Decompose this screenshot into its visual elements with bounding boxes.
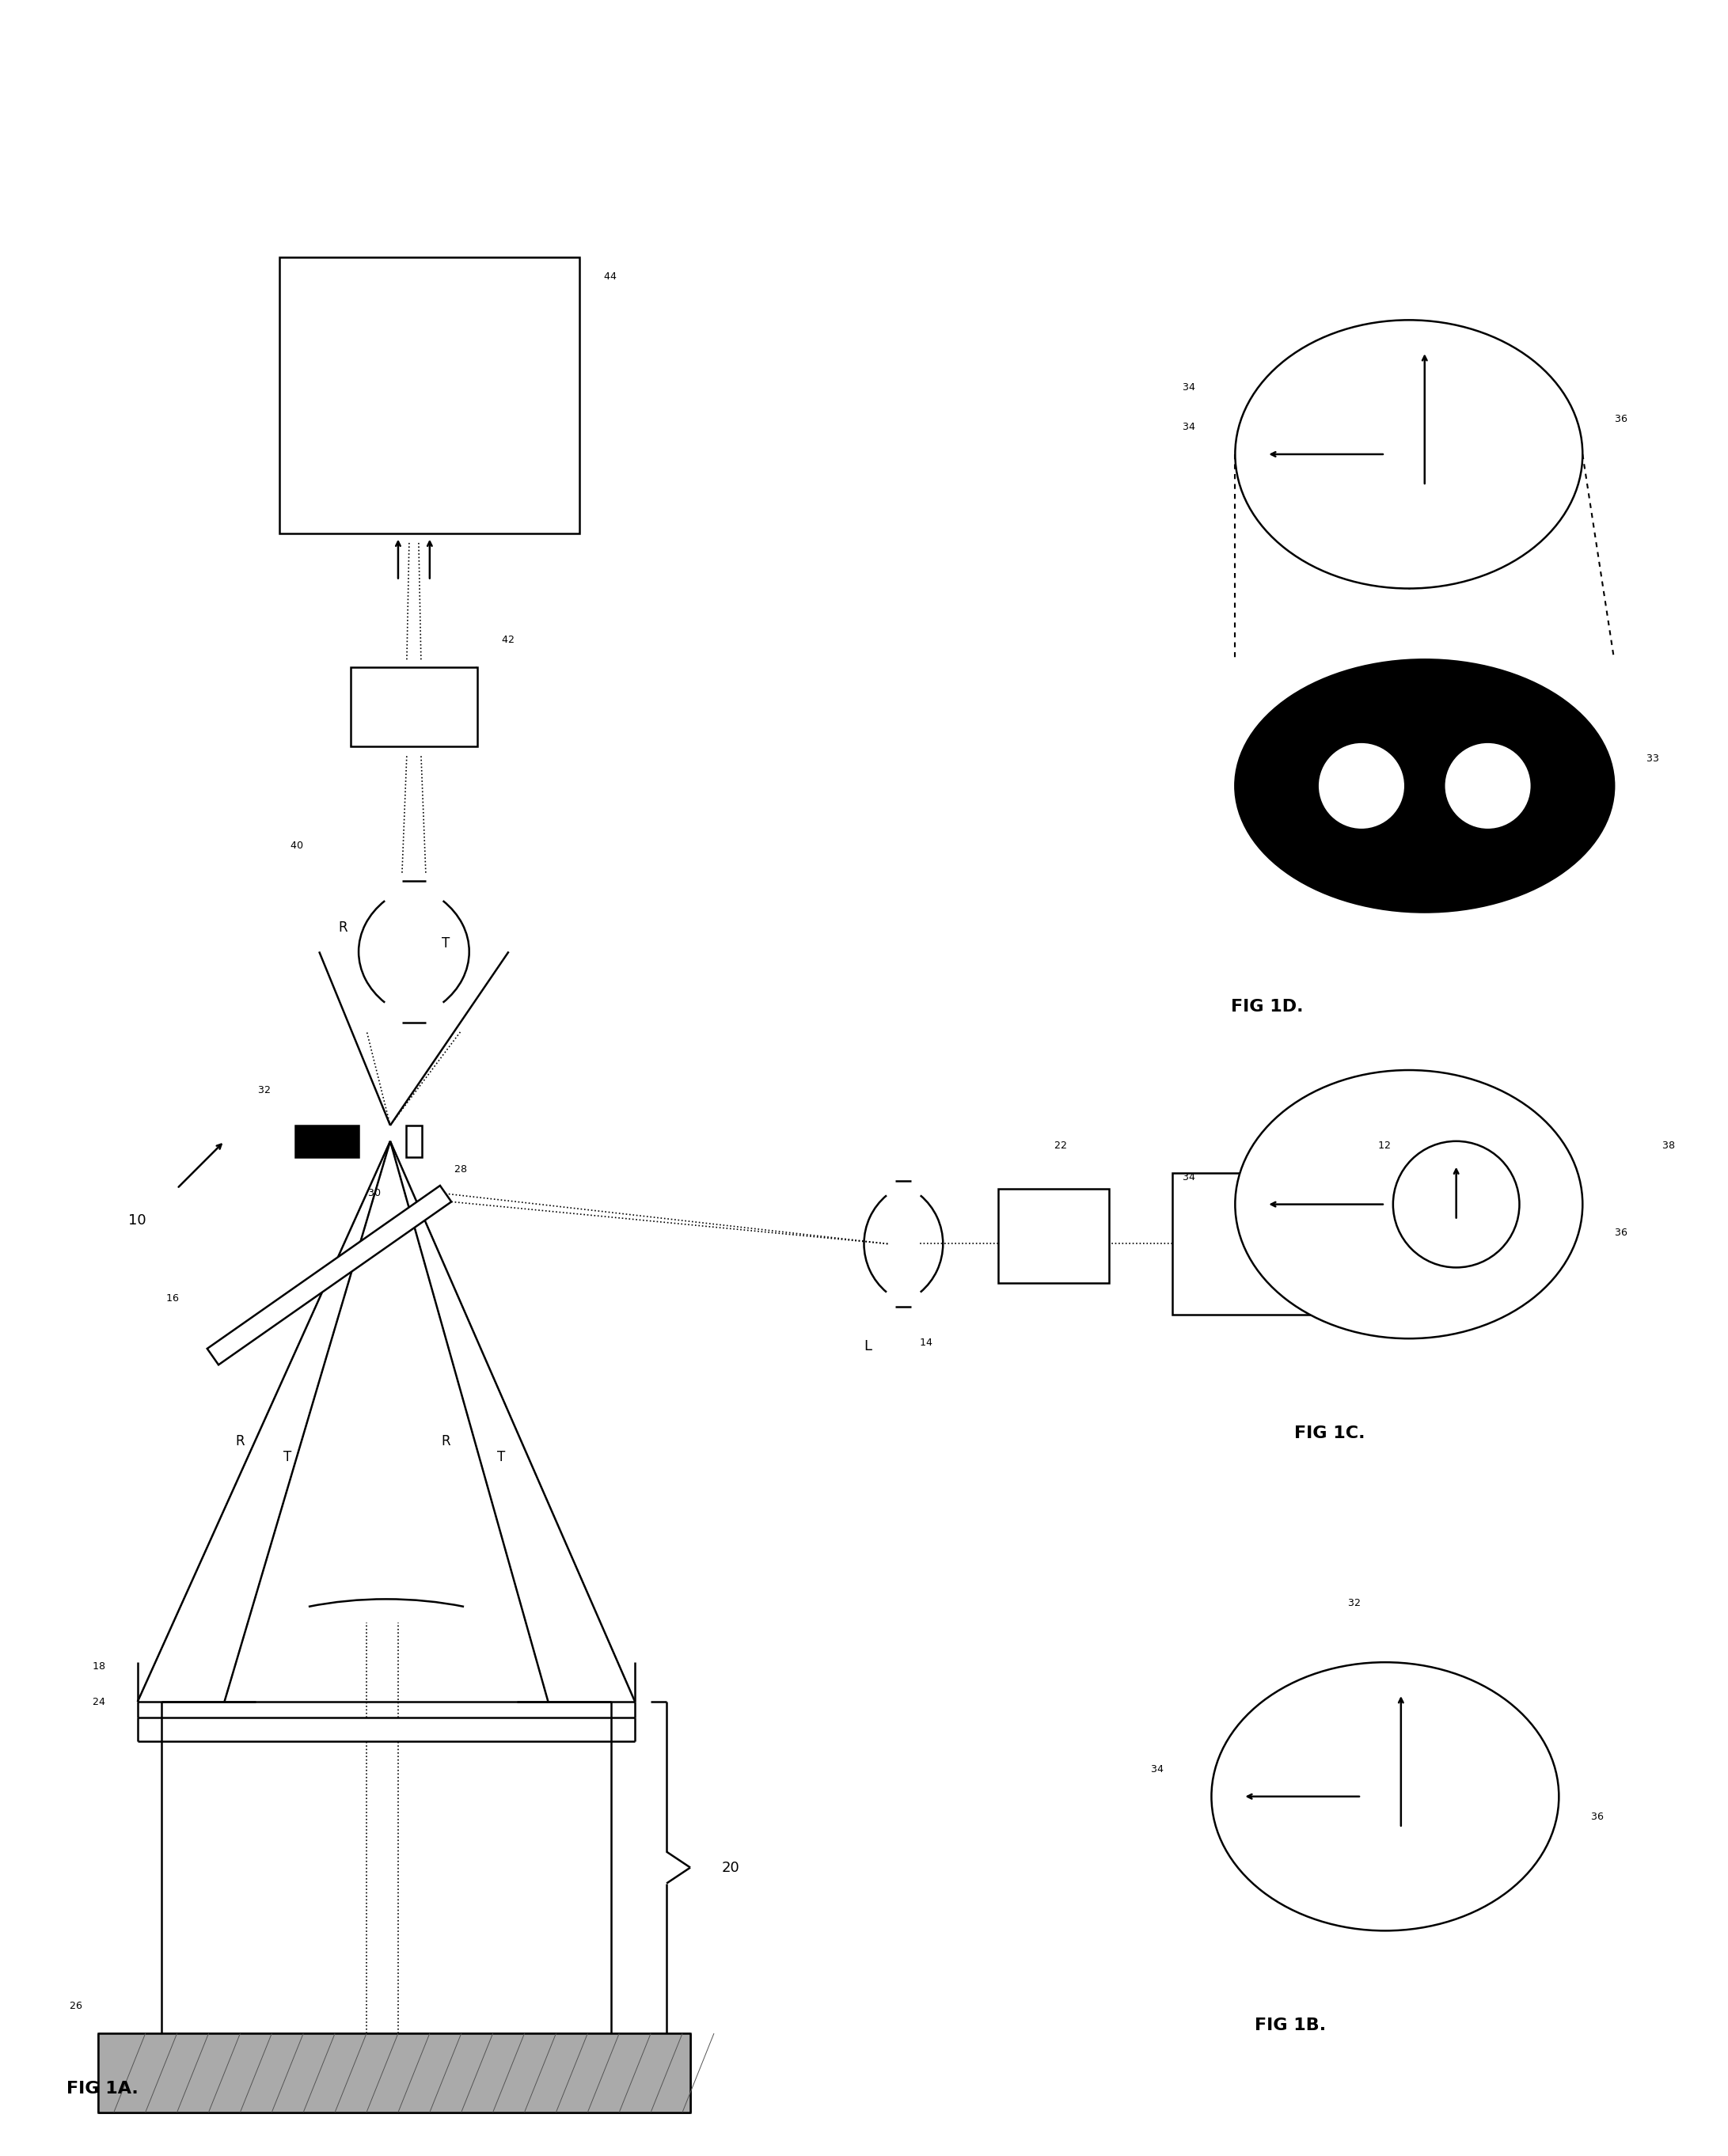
Ellipse shape (1445, 742, 1531, 830)
Polygon shape (207, 1186, 451, 1365)
Text: 20: 20 (722, 1861, 740, 1876)
Text: R: R (339, 921, 347, 936)
Text: $^{44}$: $^{44}$ (603, 274, 617, 287)
Text: $^{28}$: $^{28}$ (453, 1166, 467, 1179)
Bar (1172, 1173, 1362, 1315)
Text: FIG 1B.: FIG 1B. (1255, 2018, 1325, 2033)
Text: $^{14}$: $^{14}$ (919, 1339, 933, 1354)
Text: $^{24}$: $^{24}$ (92, 1699, 105, 1712)
Text: $^{36}$: $^{36}$ (1614, 416, 1628, 429)
Text: $^{34}$: $^{34}$ (1182, 384, 1196, 399)
Text: $^{22}$: $^{22}$ (1054, 1143, 1066, 1156)
Text: R: R (235, 1434, 245, 1449)
Text: $^{34}$: $^{34}$ (1182, 423, 1196, 438)
Text: $^{26}$: $^{26}$ (69, 2003, 83, 2016)
Text: FIG 1A.: FIG 1A. (66, 2081, 138, 2096)
Text: $^{33}$: $^{33}$ (1645, 755, 1659, 770)
Text: T: T (283, 1449, 292, 1464)
Text: $^{34}$: $^{34}$ (1151, 1766, 1165, 1781)
Text: FIG 1C.: FIG 1C. (1294, 1425, 1365, 1440)
Bar (295, 1125, 359, 1158)
Bar (280, 257, 579, 533)
Ellipse shape (1393, 1141, 1519, 1268)
Text: $^{32}$: $^{32}$ (257, 1087, 271, 1102)
Text: T: T (496, 1449, 505, 1464)
Text: $^{40}$: $^{40}$ (290, 841, 304, 856)
Ellipse shape (1318, 742, 1405, 830)
Ellipse shape (1236, 660, 1614, 912)
Text: $^{18}$: $^{18}$ (92, 1662, 105, 1677)
Text: 10: 10 (128, 1214, 147, 1227)
Text: $^{32}$: $^{32}$ (1346, 1600, 1360, 1615)
Ellipse shape (1211, 1662, 1559, 1932)
Text: $^{34}$: $^{34}$ (1182, 1173, 1196, 1188)
Text: $^{38}$: $^{38}$ (1662, 1143, 1676, 1156)
Text: $^{36}$: $^{36}$ (1590, 1813, 1604, 1828)
Text: T: T (441, 936, 449, 951)
Text: $^{36}$: $^{36}$ (1614, 1229, 1628, 1244)
Text: $^{42}$: $^{42}$ (501, 636, 515, 651)
Bar (999, 1188, 1109, 1283)
Text: $^{16}$: $^{16}$ (166, 1294, 180, 1309)
Ellipse shape (1236, 319, 1583, 589)
Text: R: R (441, 1434, 449, 1449)
Text: FIG 1D.: FIG 1D. (1230, 998, 1303, 1015)
Bar (406, 1125, 422, 1158)
Bar (351, 668, 477, 746)
Ellipse shape (1236, 1069, 1583, 1339)
Text: $^{12}$: $^{12}$ (1377, 1143, 1391, 1156)
Text: L: L (864, 1339, 873, 1354)
Text: $^{30}$: $^{30}$ (368, 1190, 382, 1203)
Bar (98, 2033, 689, 2113)
